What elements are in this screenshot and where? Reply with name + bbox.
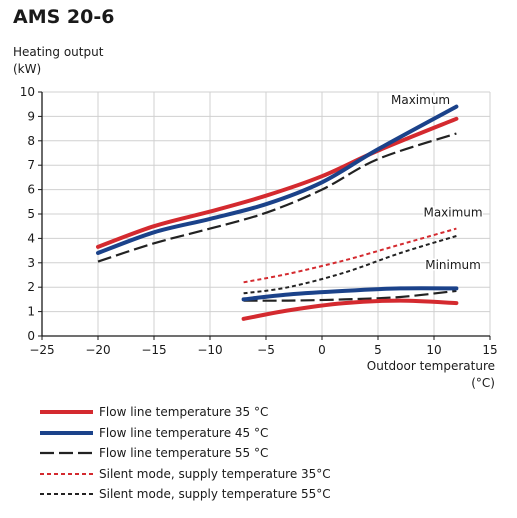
- y-tick-label: 7: [27, 158, 35, 172]
- series-line: [97, 132, 457, 263]
- x-tick-label: −5: [257, 343, 275, 357]
- legend-swatch: [40, 493, 93, 496]
- annotation-label: Minimum: [425, 258, 481, 272]
- legend-label: Flow line temperature 35 °C: [99, 405, 269, 420]
- y-axis-label: Heating output (kW): [13, 44, 103, 78]
- series-line: [241, 286, 459, 302]
- x-tick-label: −15: [141, 343, 166, 357]
- y-tick-label: 2: [27, 280, 35, 294]
- legend-item: Flow line temperature 45 °C: [40, 423, 331, 444]
- series-line: [96, 116, 459, 249]
- y-tick-label: 8: [27, 134, 35, 148]
- series-line: [241, 298, 459, 321]
- tick-labels: 0 1 2 3 4 5 6 7 8 9 10 −25 −20 −15 −10 −5 0 5 10 15: [20, 85, 498, 357]
- x-tick-label: 0: [318, 343, 326, 357]
- legend-swatch: [40, 472, 93, 475]
- series-line: [243, 227, 457, 284]
- x-tick-label: 15: [482, 343, 497, 357]
- legend-label: Flow line temperature 45 °C: [99, 425, 269, 440]
- x-tick-label: 5: [374, 343, 382, 357]
- y-axis-label-line-1: Heating output: [13, 45, 104, 59]
- x-axis-label-line-1: Outdoor temperature: [366, 359, 495, 373]
- line-chart: 0 1 2 3 4 5 6 7 8 9 10 −25 −20 −15 −10 −5 0 5 10 15 Maximum…: [20, 85, 498, 357]
- annotation-label: Maximum: [423, 205, 482, 219]
- x-axis-label-line-2: (°C): [471, 376, 495, 390]
- y-tick-label: 1: [27, 305, 35, 319]
- legend-item: Silent mode, supply temperature 35°C: [40, 464, 331, 485]
- series-line: [243, 289, 457, 302]
- y-tick-label: 9: [27, 109, 35, 123]
- legend-item: Flow line temperature 55 °C: [40, 443, 331, 464]
- legend: Flow line temperature 35 °C Flow line te…: [40, 402, 331, 505]
- y-tick-label: 10: [20, 85, 35, 99]
- x-tick-label: −20: [85, 343, 110, 357]
- y-tick-label: 3: [27, 256, 35, 270]
- legend-swatch: [40, 410, 93, 415]
- annotation-label: Maximum: [391, 93, 450, 107]
- legend-item: Silent mode, supply temperature 55°C: [40, 484, 331, 505]
- series-line: [243, 235, 457, 295]
- axes: [38, 91, 491, 340]
- legend-label: Flow line temperature 55 °C: [99, 446, 269, 461]
- y-axis-label-line-2: (kW): [13, 62, 42, 76]
- series-lines: [96, 104, 459, 321]
- chart-title: AMS 20-6: [13, 6, 115, 28]
- annotations: Maximum Maximum Minimum: [389, 92, 484, 274]
- x-tick-label: −25: [29, 343, 54, 357]
- x-tick-label: 10: [426, 343, 441, 357]
- y-tick-label: 0: [27, 329, 35, 343]
- x-axis-label: Outdoor temperature (°C): [367, 358, 495, 392]
- y-tick-label: 4: [27, 231, 35, 245]
- legend-swatch: [40, 430, 93, 435]
- series-line: [96, 104, 459, 255]
- legend-item: Flow line temperature 35 °C: [40, 402, 331, 423]
- y-tick-label: 5: [27, 207, 35, 221]
- legend-label: Silent mode, supply temperature 35°C: [99, 466, 331, 481]
- legend-label: Silent mode, supply temperature 55°C: [99, 487, 331, 502]
- x-tick-label: −10: [197, 343, 222, 357]
- legend-swatch: [40, 452, 93, 455]
- y-tick-label: 6: [27, 183, 35, 197]
